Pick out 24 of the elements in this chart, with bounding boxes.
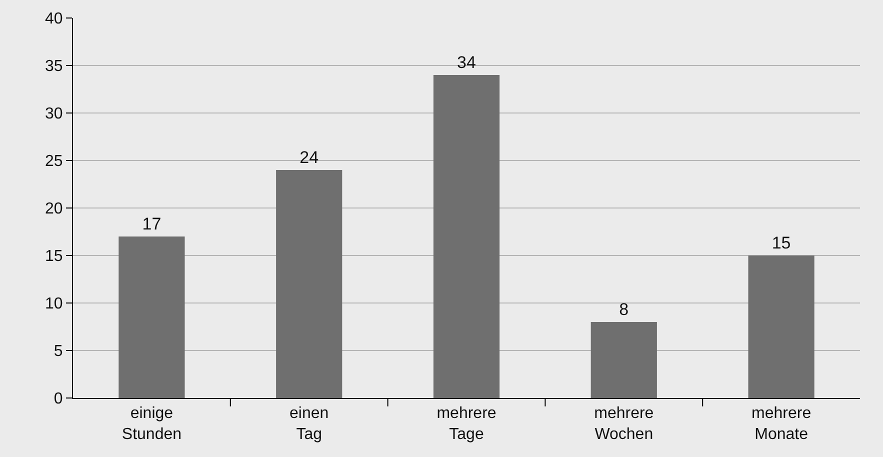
- data-label: 17: [142, 214, 162, 234]
- y-tick-label: 0: [54, 390, 63, 408]
- y-tick-label: 20: [45, 200, 63, 218]
- bar: [748, 256, 814, 398]
- y-tick-label: 10: [45, 296, 63, 313]
- x-tick-label: mehrere Monate: [752, 405, 812, 443]
- bar: [276, 170, 342, 398]
- x-tick-label: einen Tag: [290, 405, 329, 443]
- y-tick-label: 35: [45, 58, 63, 76]
- y-tick-label: 30: [45, 106, 63, 123]
- bar: [118, 236, 185, 398]
- data-label: 15: [772, 234, 791, 252]
- x-tick-label: mehrere Wochen: [594, 405, 654, 443]
- data-label: 34: [457, 53, 476, 72]
- x-tick-label: einige Stunden: [122, 405, 182, 443]
- y-tick-label: 5: [54, 343, 63, 360]
- y-tick-label: 40: [45, 10, 63, 28]
- data-label: 24: [300, 148, 319, 167]
- data-label: 8: [619, 300, 629, 319]
- bar: [590, 322, 657, 398]
- y-tick-label: 25: [45, 153, 63, 170]
- y-tick-label: 15: [45, 248, 63, 266]
- bar: [433, 75, 500, 398]
- x-tick-label: mehrere Tage: [436, 405, 496, 443]
